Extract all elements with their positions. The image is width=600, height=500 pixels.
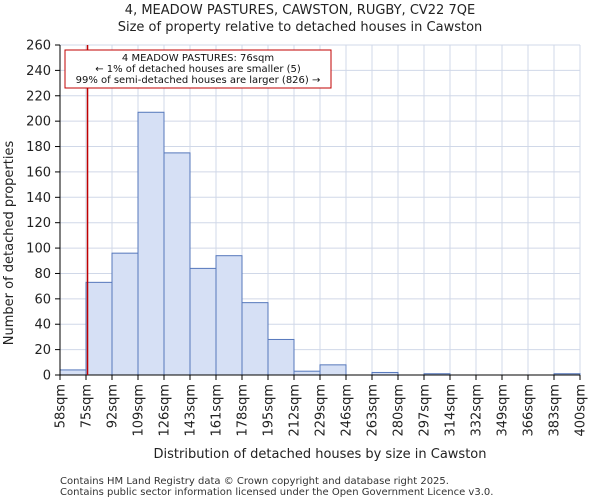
bars bbox=[59, 111, 581, 376]
y-tick-label: 220 bbox=[26, 89, 51, 104]
y-tick-label: 60 bbox=[34, 292, 51, 307]
x-tick-label: 92sqm bbox=[106, 384, 121, 428]
footer-line1: Contains HM Land Registry data © Crown c… bbox=[60, 476, 449, 487]
x-tick-label: 349sqm bbox=[496, 384, 511, 437]
x-ticks: 58sqm 75sqm 92sqm 109sqm 126sqm 143sqm 161sqm 1… bbox=[54, 375, 589, 437]
x-tick-label: 383sqm bbox=[548, 384, 563, 437]
y-tick-label: 200 bbox=[26, 115, 51, 130]
bar-92sqm bbox=[111, 252, 139, 376]
x-axis-label: Distribution of detached houses by size … bbox=[154, 447, 487, 462]
x-tick-label: 246sqm bbox=[340, 384, 355, 437]
x-tick-label: 280sqm bbox=[392, 384, 407, 437]
x-tick-label: 109sqm bbox=[132, 384, 147, 437]
bar-58sqm bbox=[59, 369, 87, 376]
y-tick-label: 140 bbox=[26, 191, 51, 206]
x-tick-label: 143sqm bbox=[184, 384, 199, 437]
bar-75sqm bbox=[85, 281, 113, 376]
property-annotation: 4 MEADOW PASTURES: 76sqm ← 1% of detache… bbox=[64, 49, 332, 89]
bar-126sqm bbox=[163, 152, 191, 376]
x-tick-label: 297sqm bbox=[418, 384, 433, 437]
bar-143sqm bbox=[189, 267, 217, 376]
y-tick-label: 20 bbox=[34, 343, 51, 358]
y-tick-label: 180 bbox=[26, 140, 51, 155]
bar-212sqm bbox=[293, 370, 321, 376]
bar-195sqm bbox=[267, 338, 295, 376]
y-tick-label: 40 bbox=[34, 318, 51, 333]
bar-229sqm bbox=[319, 364, 347, 376]
y-tick-label: 120 bbox=[26, 216, 51, 231]
x-tick-label: 178sqm bbox=[236, 384, 251, 437]
y-axis-label: Number of detached properties bbox=[2, 141, 17, 346]
x-tick-label: 332sqm bbox=[470, 384, 485, 437]
x-tick-label: 212sqm bbox=[288, 384, 303, 437]
gridlines bbox=[59, 44, 581, 376]
y-tick-label: 260 bbox=[26, 39, 51, 54]
x-tick-label: 400sqm bbox=[574, 384, 589, 437]
x-tick-label: 366sqm bbox=[522, 384, 537, 437]
x-tick-label: 263sqm bbox=[366, 384, 381, 437]
x-tick-label: 75sqm bbox=[80, 384, 95, 428]
x-tick-label: 58sqm bbox=[54, 384, 69, 428]
bar-178sqm bbox=[241, 302, 269, 376]
chart-title: 4, MEADOW PASTURES, CAWSTON, RUGBY, CV22… bbox=[125, 3, 475, 18]
y-ticks: 0 20 40 60 80 100 120 140 160 180 200 220 240 260 bbox=[26, 39, 60, 384]
annotation-line1: 4 MEADOW PASTURES: 76sqm bbox=[122, 53, 274, 64]
y-tick-label: 160 bbox=[26, 165, 51, 180]
y-tick-label: 100 bbox=[26, 242, 51, 257]
footer-line2: Contains public sector information licen… bbox=[60, 487, 493, 498]
x-tick-label: 314sqm bbox=[444, 384, 459, 437]
annotation-line2: ← 1% of detached houses are smaller (5) bbox=[95, 64, 301, 75]
x-tick-label: 161sqm bbox=[210, 384, 225, 437]
bar-161sqm bbox=[215, 255, 243, 376]
y-tick-label: 80 bbox=[34, 267, 51, 282]
x-tick-label: 195sqm bbox=[262, 384, 277, 437]
annotation-line3: 99% of semi-detached houses are larger (… bbox=[76, 75, 321, 86]
x-tick-label: 126sqm bbox=[158, 384, 173, 437]
annotation-box bbox=[64, 49, 332, 89]
x-tick-label: 229sqm bbox=[314, 384, 329, 437]
y-tick-label: 0 bbox=[43, 369, 51, 384]
bar-109sqm bbox=[137, 111, 165, 376]
chart-subtitle: Size of property relative to detached ho… bbox=[118, 20, 483, 35]
y-tick-label: 240 bbox=[26, 64, 51, 79]
